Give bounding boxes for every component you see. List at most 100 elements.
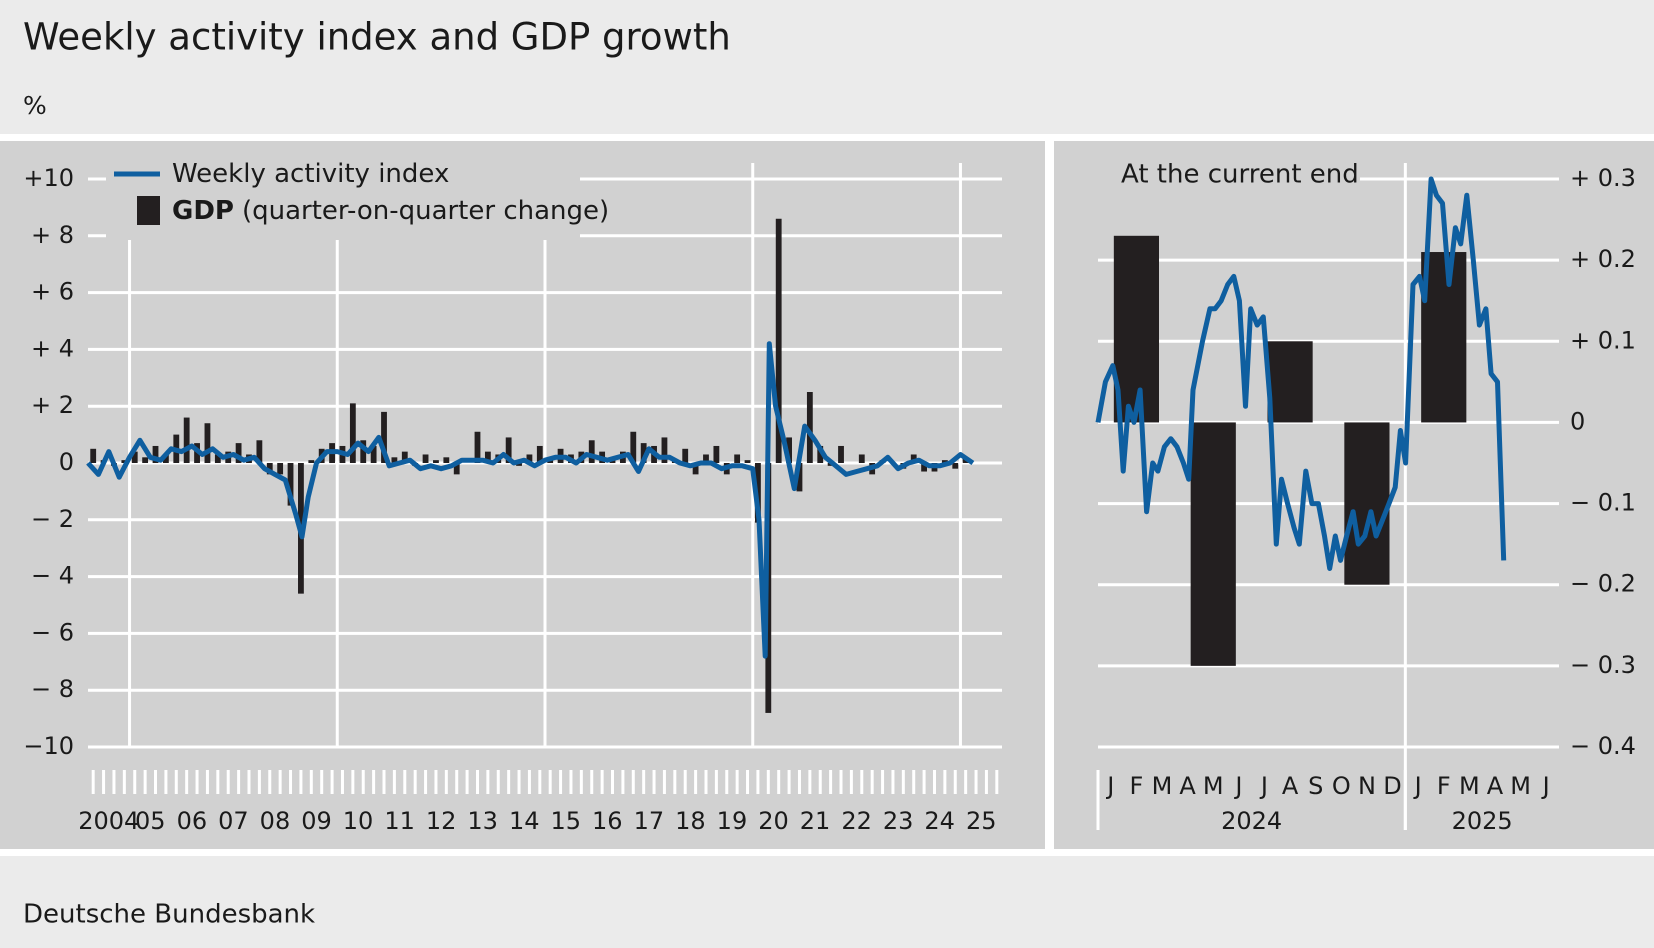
bar <box>152 445 159 463</box>
unit: % <box>23 91 47 120</box>
bar <box>443 457 450 463</box>
bar <box>806 392 813 463</box>
source: Deutsche Bundesbank <box>23 900 315 930</box>
month-label: J <box>1233 772 1242 800</box>
bar <box>734 454 741 463</box>
x-tick-label: 13 <box>467 807 498 835</box>
legend-name: GDP <box>172 196 234 226</box>
x-tick-label: 15 <box>550 807 581 835</box>
x-tick-label: 18 <box>675 807 706 835</box>
month-label: N <box>1358 772 1376 800</box>
x-tick-label: 22 <box>841 807 872 835</box>
bar <box>360 440 367 463</box>
x-tick-label: 24 <box>924 807 955 835</box>
y-tick-label: + 2 <box>31 391 74 419</box>
y-tick-label: − 0.3 <box>1570 651 1636 679</box>
y-tick-label: + 8 <box>31 221 74 249</box>
legend-box <box>106 158 580 240</box>
right-chart: + 0.3 + 0.2 + 0.1 0 − 0.1 − 0.2 − 0.3 − 0.4 At t… <box>1095 158 1636 835</box>
bar <box>256 440 263 463</box>
month-label: M <box>1203 772 1224 800</box>
bar <box>952 463 959 469</box>
month-label: J <box>1105 772 1114 800</box>
bar <box>921 463 928 472</box>
bar <box>1421 252 1467 423</box>
y-tick-label: + 0.1 <box>1570 326 1636 354</box>
y-tick-label: − 8 <box>31 675 74 703</box>
bar <box>1113 235 1160 423</box>
bar <box>817 445 824 463</box>
bar <box>235 443 242 463</box>
bar <box>526 454 533 463</box>
x-tick-label: 08 <box>260 807 291 835</box>
bar <box>90 448 97 463</box>
bar <box>422 454 429 463</box>
bar <box>453 463 460 475</box>
activity-line <box>86 341 975 659</box>
bar <box>277 463 284 475</box>
month-label: O <box>1332 772 1351 800</box>
month-label: A <box>1487 772 1504 800</box>
month-label: A <box>1282 772 1299 800</box>
x-tick-label: 06 <box>177 807 208 835</box>
y-tick-label: − 2 <box>31 505 74 533</box>
bar <box>308 460 315 463</box>
bar <box>121 460 128 463</box>
x-tick-label: 11 <box>384 807 415 835</box>
bar <box>505 437 512 463</box>
month-label: M <box>1152 772 1173 800</box>
month-label: S <box>1308 772 1323 800</box>
month-label: J <box>1413 772 1422 800</box>
x-tick-label: 12 <box>426 807 457 835</box>
month-label: M <box>1459 772 1480 800</box>
y-tick-label: 0 <box>1570 407 1585 435</box>
y-tick-label: +10 <box>23 164 74 192</box>
bar <box>941 460 948 463</box>
bar <box>1190 422 1236 666</box>
bar <box>287 463 294 506</box>
bar <box>183 417 190 463</box>
y-tick-label: −10 <box>23 732 74 760</box>
x-tick-label: 19 <box>717 807 748 835</box>
bar <box>401 451 408 463</box>
month-label: J <box>1541 772 1550 800</box>
bar <box>588 440 595 463</box>
legend-label: Weekly activity index <box>172 159 449 189</box>
x-tick-label: 10 <box>343 807 374 835</box>
bar <box>786 437 792 463</box>
y-tick-label: + 6 <box>31 278 74 306</box>
activity-line <box>1095 176 1507 571</box>
year-label: 2024 <box>1221 807 1282 835</box>
month-label: D <box>1383 772 1401 800</box>
x-tick-label: 14 <box>509 807 540 835</box>
y-tick-label: 0 <box>59 448 74 476</box>
y-tick-label: + 0.2 <box>1570 245 1636 273</box>
panel-title: At the current end <box>1121 160 1359 190</box>
y-tick-label: + 0.3 <box>1570 164 1636 192</box>
year-label: 2025 <box>1452 807 1513 835</box>
x-tick-label: 21 <box>800 807 831 835</box>
x-tick-label: 16 <box>592 807 623 835</box>
bar <box>162 454 169 463</box>
x-tick-label: 07 <box>218 807 249 835</box>
bar <box>381 411 387 463</box>
bar <box>640 443 647 463</box>
bar <box>858 454 865 463</box>
legend-swatch <box>137 196 160 225</box>
bar <box>536 445 543 463</box>
bar <box>682 448 689 463</box>
bar <box>661 437 668 463</box>
y-tick-label: − 0.1 <box>1570 489 1636 517</box>
bar <box>474 431 481 463</box>
bar <box>1267 341 1313 423</box>
x-tick-label: 17 <box>634 807 665 835</box>
y-tick-label: − 4 <box>31 562 74 590</box>
bar <box>744 460 751 463</box>
legend-label: GDP (quarter-on-quarter change) <box>172 196 609 226</box>
y-tick-label: − 0.4 <box>1570 732 1636 760</box>
bar <box>349 403 356 463</box>
left-panel <box>0 141 1045 849</box>
title-box <box>1098 158 1360 194</box>
bar <box>838 445 844 463</box>
